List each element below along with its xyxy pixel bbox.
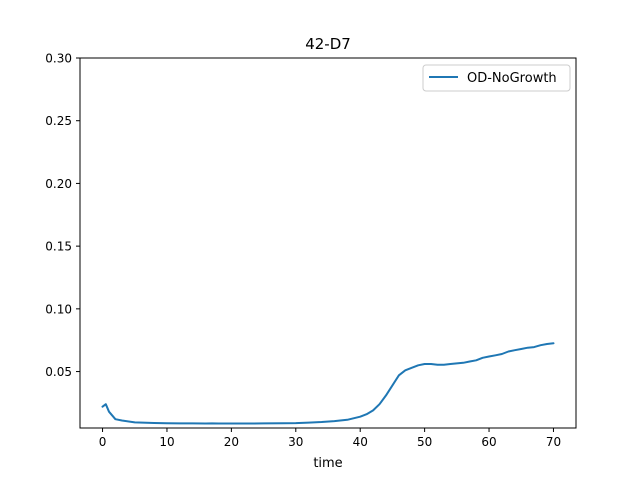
y-tick-label: 0.10 bbox=[45, 302, 72, 316]
x-tick-label: 0 bbox=[99, 435, 107, 449]
plot-area bbox=[80, 58, 576, 428]
x-tick-label: 50 bbox=[417, 435, 432, 449]
x-axis: 0 10 20 30 40 50 60 70 bbox=[99, 428, 561, 449]
y-axis: 0.05 0.10 0.15 0.20 0.25 0.30 bbox=[45, 52, 80, 379]
x-tick-label: 60 bbox=[481, 435, 496, 449]
y-tick-label: 0.30 bbox=[45, 52, 72, 66]
y-tick-label: 0.15 bbox=[45, 240, 72, 254]
plot-frame bbox=[79, 57, 577, 429]
legend-box bbox=[422, 64, 571, 92]
y-tick-label: 0.05 bbox=[45, 365, 72, 379]
legend-label: OD-NoGrowth bbox=[467, 71, 557, 86]
x-tick-label: 10 bbox=[159, 435, 174, 449]
x-tick-label: 40 bbox=[353, 435, 368, 449]
chart-title: 42-D7 bbox=[305, 35, 351, 53]
x-axis-label: time bbox=[313, 456, 342, 471]
y-tick-label: 0.20 bbox=[45, 177, 72, 191]
series-line bbox=[101, 342, 555, 425]
y-tick-label: 0.25 bbox=[45, 114, 72, 128]
series-layer bbox=[101, 342, 555, 425]
x-tick-label: 30 bbox=[288, 435, 303, 449]
legend: OD-NoGrowth bbox=[422, 64, 571, 92]
x-tick-label: 20 bbox=[224, 435, 239, 449]
x-tick-label: 70 bbox=[546, 435, 561, 449]
